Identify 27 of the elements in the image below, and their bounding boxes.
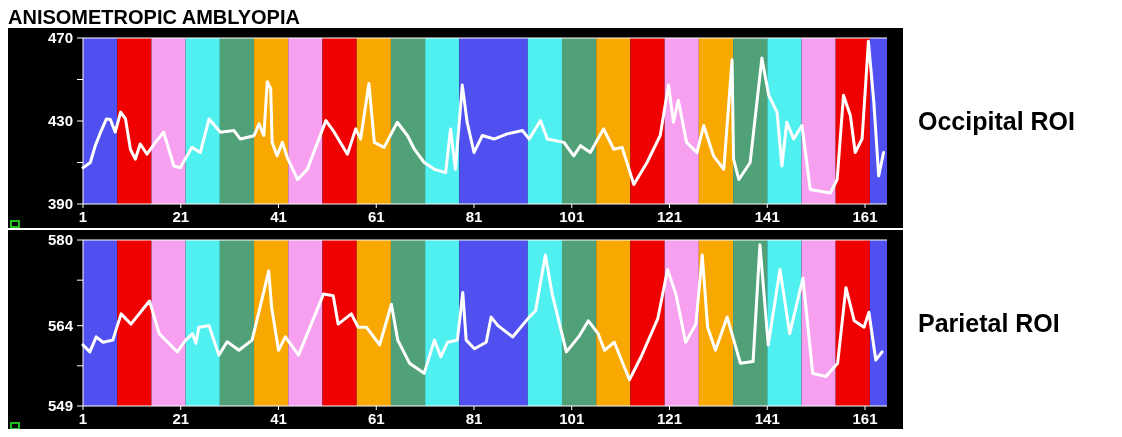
x-tick-label: 141 xyxy=(754,208,780,225)
y-tick-label: 390 xyxy=(47,195,73,213)
x-tick-label: 41 xyxy=(270,208,287,225)
x-tick-label: 121 xyxy=(656,208,683,225)
x-tick-label: 1 xyxy=(78,410,88,427)
y-tick-label: 549 xyxy=(47,397,73,415)
x-tick-label: 141 xyxy=(754,410,780,427)
y-tick-label: 470 xyxy=(47,29,73,47)
x-tick-label: 161 xyxy=(852,208,878,225)
x-tick-label: 121 xyxy=(656,410,683,427)
x-tick-label: 161 xyxy=(852,410,878,427)
text: Occipital ROI xyxy=(918,106,1075,135)
chart-title: ANISOMETROPIC AMBLYOPIA xyxy=(8,6,300,28)
y-tick-label: 564 xyxy=(47,316,74,334)
x-tick-label: 61 xyxy=(367,410,385,427)
x-tick-label: 21 xyxy=(172,208,190,225)
x-tick-label: 41 xyxy=(270,410,287,427)
x-tick-label: 101 xyxy=(559,208,585,225)
y-tick-label: 580 xyxy=(47,231,73,249)
x-tick-label: 81 xyxy=(465,208,483,225)
x-tick-label: 1 xyxy=(78,208,88,225)
text: Parietal ROI xyxy=(918,308,1060,337)
x-tick-label: 61 xyxy=(367,208,385,225)
x-tick-label: 101 xyxy=(559,410,585,427)
y-tick-label: 430 xyxy=(47,112,73,130)
x-tick-label: 81 xyxy=(465,410,483,427)
x-tick-label: 21 xyxy=(172,410,190,427)
